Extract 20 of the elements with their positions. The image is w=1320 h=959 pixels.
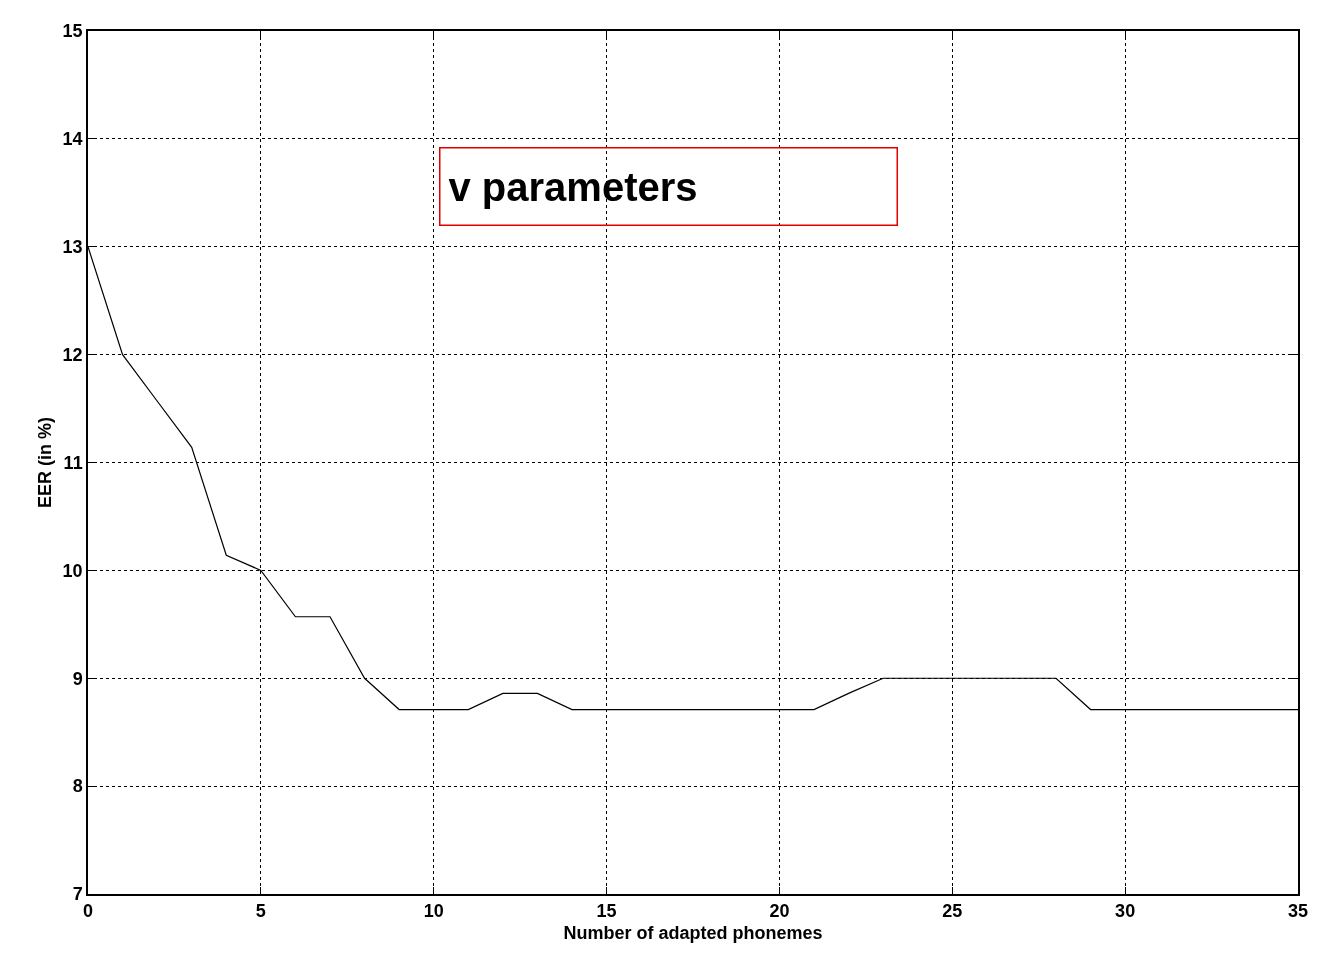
y-tick-label: 15 [62,21,83,42]
y-tick-label: 9 [72,668,83,689]
x-tick-label: 35 [1287,901,1309,922]
x-tick-label: 0 [82,901,94,922]
y-tick-label: 8 [72,776,83,797]
y-tick-label: 7 [72,884,83,905]
x-tick-label: 15 [596,901,617,922]
x-tick-label: 5 [255,901,266,922]
y-tick-label: 14 [62,129,83,150]
x-axis-title: Number of adapted phonemes [563,922,823,943]
x-tick-label: 10 [423,901,444,922]
annotation: v parameters [448,164,698,209]
y-tick-label: 12 [62,344,83,365]
y-tick-label: 11 [63,452,83,473]
y-axis-title: EER (in %) [35,416,56,509]
x-tick-label: 30 [1115,901,1136,922]
x-tick-label: 20 [769,901,790,922]
y-tick-label: 10 [62,560,83,581]
y-tick-label: 13 [62,237,83,258]
x-tick-label: 25 [942,901,963,922]
